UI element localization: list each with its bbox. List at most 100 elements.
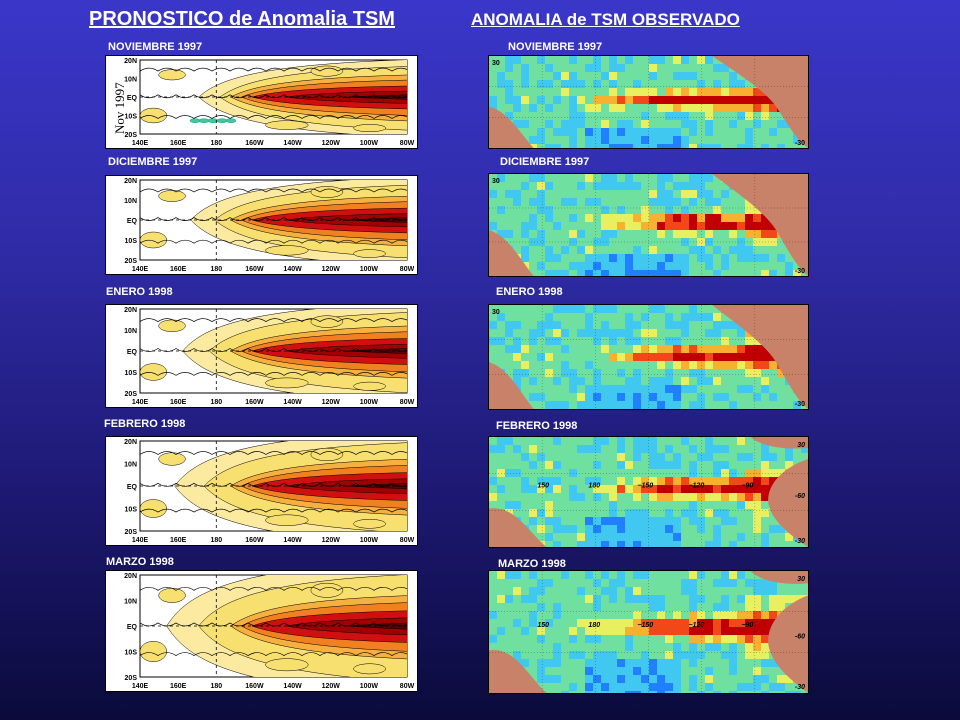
lon-tick-label: 80W	[400, 399, 415, 406]
lon-tick-label: 80W	[400, 683, 415, 690]
lon-tick-label: 140E	[132, 266, 149, 273]
lat-tick-label: 10N	[124, 462, 137, 469]
lat-tick-label: 20S	[125, 258, 138, 265]
lon-tick-label: 160W	[245, 266, 264, 273]
lat-tick-label: 10S	[125, 114, 138, 121]
forecast-map-nov: 20N 10N EQ 10S 20S 140E 160E 180 160W 140W 120W 100…	[105, 55, 418, 149]
observed-map-feb: 30 -60 -30 150 180 −150 −120 −90	[488, 436, 809, 548]
lon-tick-label: 160E	[170, 537, 187, 544]
lon-tick-label: 120W	[322, 266, 341, 273]
lon-tick-label: 140W	[283, 140, 302, 147]
lat-tick-label: 20S	[125, 675, 138, 682]
lon-tick-label: 140W	[283, 683, 302, 690]
forecast-map-dec: 20N 10N EQ 10S 20S 140E 160E 180 160W 140W 120W 100…	[105, 175, 418, 275]
forecast-map-mar: 20N 10N EQ 10S 20S 140E 160E 180 160W 140W 120W 100…	[105, 570, 418, 692]
lat-edge-label: -60	[795, 633, 805, 640]
observed-label-mar: MARZO 1998	[498, 558, 566, 570]
lon-tick-label: 160W	[245, 140, 264, 147]
forecast-title: PRONOSTICO de Anomalia TSM	[89, 8, 395, 30]
lat-tick-label: 20S	[125, 132, 138, 139]
observed-anomaly-map: 30 -60 -30 150 180 −150 −120 −90	[489, 437, 808, 547]
lon-tick-label: 100W	[360, 140, 379, 147]
lon-tick-label: −90	[741, 622, 753, 629]
lon-tick-label: −90	[741, 483, 753, 490]
forecast-label-dec: DICIEMBRE 1997	[108, 156, 198, 168]
forecast-label-nov: NOVIEMBRE 1997	[108, 41, 203, 53]
lon-tick-label: −120	[688, 483, 704, 490]
lat-edge-label: -30	[795, 268, 805, 275]
forecast-map-feb: 20N 10N EQ 10S 20S 140E 160E 180 160W 140W 120W 100…	[105, 436, 418, 546]
forecast-label-jan: ENERO 1998	[106, 286, 173, 298]
lat-tick-label: 10S	[125, 238, 138, 245]
lat-edge-label: 30	[492, 178, 500, 185]
observed-label-feb: FEBRERO 1998	[496, 420, 578, 432]
lat-tick-label: 20N	[124, 58, 137, 65]
lat-edge-label: -30	[795, 538, 805, 545]
lon-tick-label: 160W	[245, 537, 264, 544]
lat-tick-label: 20N	[124, 307, 137, 314]
lon-tick-label: 80W	[400, 140, 415, 147]
lat-tick-label: 20S	[125, 391, 138, 398]
lat-tick-label: 10N	[124, 198, 137, 205]
lat-tick-label: 10S	[125, 507, 138, 514]
lon-tick-label: 140W	[283, 266, 302, 273]
observed-anomaly-map: 30 -30	[489, 56, 808, 148]
lon-tick-label: −150	[637, 622, 653, 629]
lat-edge-label: -30	[795, 140, 805, 147]
lon-tick-label: 140W	[283, 537, 302, 544]
lat-tick-label: 20S	[125, 529, 138, 536]
lon-tick-label: −120	[688, 622, 704, 629]
lon-tick-label: 80W	[400, 537, 415, 544]
lon-tick-label: 100W	[360, 399, 379, 406]
lat-tick-label: 20N	[124, 439, 137, 446]
lat-edge-label: 30	[492, 60, 500, 67]
lon-tick-label: 100W	[360, 683, 379, 690]
observed-anomaly-map: 30 -60 -30 150 180 −150 −120 −90	[489, 571, 808, 693]
lon-tick-label: 160E	[170, 266, 187, 273]
observed-map-jan: 30 -30	[488, 304, 809, 410]
lon-tick-label: 160E	[170, 140, 187, 147]
forecast-label-mar: MARZO 1998	[106, 556, 174, 568]
lat-tick-label: EQ	[127, 349, 138, 356]
lat-tick-label: 10S	[125, 370, 138, 377]
observed-title: ANOMALIA de TSM OBSERVADO	[471, 10, 740, 29]
lat-tick-label: 10S	[125, 650, 138, 657]
lon-tick-label: 180	[588, 483, 600, 490]
lon-tick-label: 140E	[132, 683, 149, 690]
observed-map-mar: 30 -60 -30 150 180 −150 −120 −90	[488, 570, 809, 694]
lat-edge-label: -30	[795, 684, 805, 691]
observed-anomaly-map: 30 -30	[489, 305, 808, 409]
forecast-map-jan: 20N 10N EQ 10S 20S 140E 160E 180 160W 140W 120W 100…	[105, 304, 418, 408]
lat-edge-label: 30	[492, 309, 500, 316]
lat-tick-label: EQ	[127, 624, 138, 631]
lon-tick-label: 160E	[170, 683, 187, 690]
lon-tick-label: 180	[210, 537, 222, 544]
lon-tick-label: 180	[210, 683, 222, 690]
lon-tick-label: 160W	[245, 399, 264, 406]
observed-label-nov: NOVIEMBRE 1997	[508, 41, 603, 53]
lat-tick-label: 20N	[124, 178, 137, 185]
lat-tick-label: EQ	[127, 218, 138, 225]
lon-tick-label: 140W	[283, 399, 302, 406]
lat-tick-label: EQ	[127, 95, 138, 102]
lon-tick-label: 100W	[360, 266, 379, 273]
observed-label-jan: ENERO 1998	[496, 286, 563, 298]
lon-tick-label: 100W	[360, 537, 379, 544]
observed-label-dec: DICIEMBRE 1997	[500, 156, 590, 168]
lon-tick-label: 120W	[322, 399, 341, 406]
lon-tick-label: 160E	[170, 399, 187, 406]
lon-tick-label: 140E	[132, 140, 149, 147]
lon-tick-label: 120W	[322, 537, 341, 544]
lat-tick-label: 10N	[124, 328, 137, 335]
lat-tick-label: 10N	[124, 77, 137, 84]
lon-tick-label: −150	[637, 483, 653, 490]
lat-tick-label: EQ	[127, 484, 138, 491]
lat-tick-label: 10N	[124, 599, 137, 606]
lat-edge-label: -30	[795, 401, 805, 408]
lon-tick-label: 150	[537, 483, 549, 490]
